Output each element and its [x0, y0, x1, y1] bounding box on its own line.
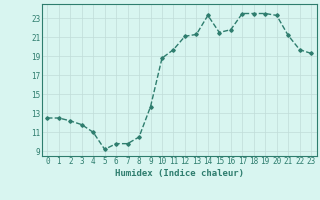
X-axis label: Humidex (Indice chaleur): Humidex (Indice chaleur)	[115, 169, 244, 178]
